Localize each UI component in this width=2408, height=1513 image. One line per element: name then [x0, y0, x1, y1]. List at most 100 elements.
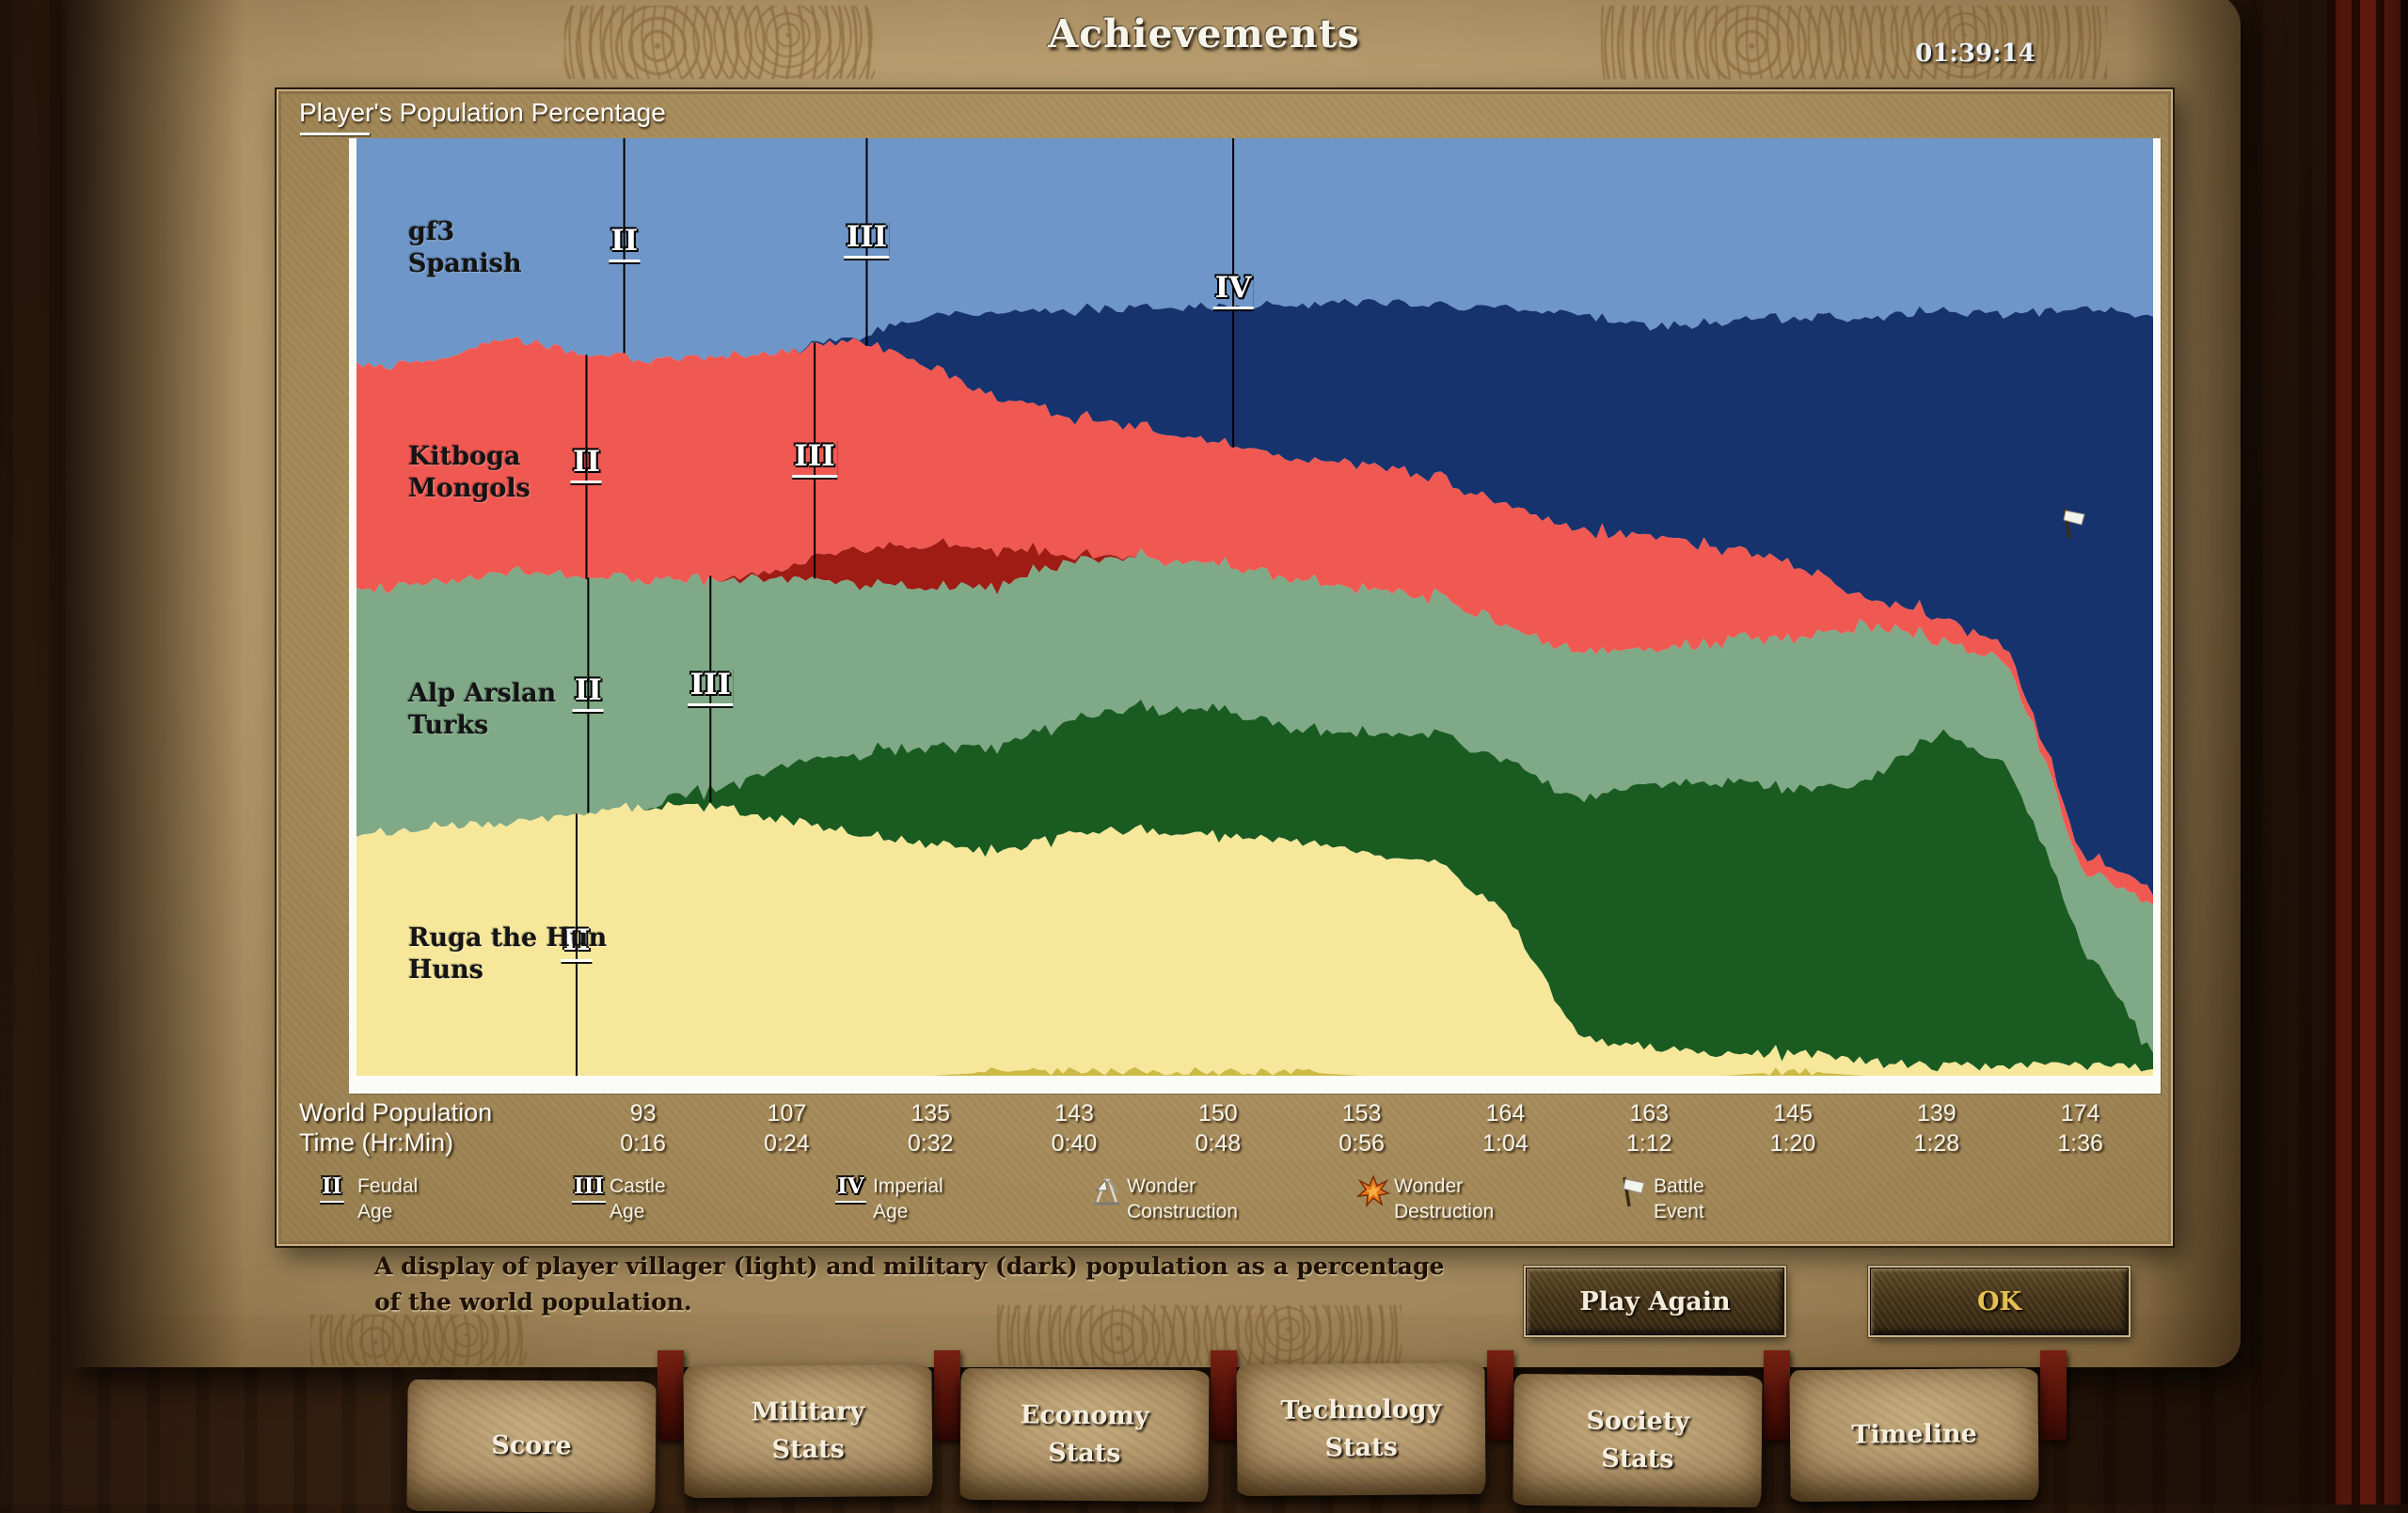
- legend-label: Battle Event: [1654, 1175, 1704, 1222]
- player-name: Alp Arslan: [408, 679, 557, 709]
- chart-frame: II III IV II III II III II gf3 Spanish Kitboga Mong…: [349, 138, 2161, 1094]
- area-gf3-villagers-spanish-: [356, 138, 2153, 370]
- age-marker-ii: II: [561, 922, 593, 962]
- tick-time: 0:24: [764, 1130, 810, 1157]
- player-civ: Huns: [408, 954, 483, 985]
- legend-item-wonder-construction: Wonder Construction: [1089, 1174, 1238, 1224]
- legend-item-feudal-age: II Feudal Age: [320, 1174, 418, 1224]
- chart-title-hotkey-underline: [300, 133, 370, 135]
- age-marker-numeral: II: [561, 922, 593, 962]
- tick-world-population: 164: [1485, 1100, 1526, 1127]
- scroll-left-curl: [66, 0, 245, 1367]
- axis-world-population-values: 93 107 135 143 150 153 164 163 145 139 174: [356, 1100, 2154, 1128]
- legend-item-imperial-age: IV Imperial Age: [835, 1174, 943, 1224]
- tab-society-stats[interactable]: Society Stats: [1513, 1373, 1763, 1508]
- game-timer: 01:39:14: [1915, 39, 2036, 68]
- tick-world-population: 153: [1341, 1100, 1382, 1127]
- chart-title: Player's Population Percentage: [299, 98, 666, 127]
- age-ii-icon: II: [320, 1174, 344, 1203]
- age-marker-numeral: III: [844, 220, 890, 260]
- tab-label: Stats: [1324, 1432, 1398, 1463]
- player-name: Ruga the Hun: [408, 922, 608, 953]
- tick-world-population: 163: [1629, 1100, 1670, 1127]
- window-title: Achievements: [1048, 11, 1360, 56]
- tick-world-population: 174: [2060, 1100, 2100, 1127]
- player-name: gf3: [408, 216, 455, 246]
- ribbon-decoration: [657, 1350, 684, 1441]
- stacked-area-svg: [356, 138, 2153, 1076]
- legend-item-wonder-destruction: Wonder Destruction: [1355, 1174, 1495, 1224]
- battle-event-icon: [2056, 507, 2088, 539]
- tick-time: 1:20: [1769, 1130, 1816, 1157]
- area-ruga-the-hun-military-huns-: [356, 1066, 2153, 1076]
- tick-world-population: 150: [1197, 1100, 1238, 1127]
- tick-world-population: 107: [767, 1100, 807, 1127]
- age-iv-icon: IV: [835, 1174, 866, 1203]
- age-marker-iv: IV: [1212, 271, 1254, 310]
- battle-event-icon: [1616, 1175, 1654, 1212]
- ribbon-decoration: [2040, 1350, 2067, 1441]
- ribbon-decoration: [1211, 1350, 1237, 1441]
- player-label-ruga-the-hun: Ruga the Hun Huns: [408, 922, 607, 986]
- legend-label: Wonder Construction: [1127, 1175, 1238, 1222]
- ok-button[interactable]: OK: [1870, 1268, 2129, 1335]
- age-marker-iii: III: [688, 667, 734, 706]
- tab-label: Society: [1586, 1406, 1690, 1437]
- play-again-button[interactable]: Play Again: [1526, 1268, 1784, 1335]
- tick-time: 0:48: [1195, 1130, 1242, 1157]
- ribbon-decoration: [934, 1350, 960, 1441]
- tab-label: Military: [751, 1396, 865, 1427]
- tab-score[interactable]: Score: [406, 1379, 657, 1513]
- age-marker-numeral: II: [609, 224, 641, 263]
- age-marker-ii: II: [572, 673, 604, 713]
- population-percentage-chart: II III IV II III II III II gf3 Spanish Kitboga Mong…: [356, 138, 2153, 1076]
- player-civ: Spanish: [408, 248, 522, 278]
- axis-time-values: 0:16 0:24 0:32 0:40 0:48 0:56 1:04 1:12 1:20 1:28…: [356, 1130, 2154, 1158]
- tab-label: Score: [491, 1430, 572, 1461]
- area-kitboga-villagers-mongols-: [356, 336, 2153, 905]
- area-ruga-the-hun-villagers-huns-: [356, 801, 2153, 1076]
- tick-world-population: 93: [629, 1100, 657, 1127]
- tick-world-population: 145: [1773, 1100, 1813, 1127]
- tick-time: 0:56: [1339, 1130, 1385, 1157]
- age-marker-numeral: IV: [1212, 271, 1254, 310]
- axis-label-time: Time (Hr:Min): [299, 1128, 453, 1157]
- legend-label: Castle Age: [610, 1175, 666, 1222]
- tab-timeline[interactable]: Timeline: [1789, 1367, 2039, 1503]
- tab-label: Technology: [1280, 1395, 1442, 1426]
- tab-label: Timeline: [1851, 1419, 1977, 1450]
- tick-time: 1:12: [1625, 1130, 1672, 1157]
- legend-item-battle-event: Battle Event: [1616, 1174, 1704, 1224]
- player-label-kitboga: Kitboga Mongols: [408, 441, 531, 505]
- legend-label: Feudal Age: [357, 1175, 419, 1222]
- tick-world-population: 139: [1916, 1100, 1956, 1127]
- axis-label-world-population: World Population: [299, 1098, 493, 1127]
- wonder-destruction-icon: [1355, 1174, 1394, 1212]
- age-marker-numeral: III: [792, 439, 837, 479]
- player-civ: Mongols: [408, 473, 531, 503]
- tick-time: 0:40: [1051, 1130, 1098, 1157]
- area-gf3-military-spanish-: [356, 298, 2153, 896]
- tick-time: 1:28: [1913, 1130, 1960, 1157]
- tab-label: Stats: [1601, 1443, 1674, 1474]
- area-alp-arslan-military-turks-: [356, 699, 2153, 1072]
- tick-time: 1:36: [2057, 1130, 2103, 1157]
- tab-military-stats[interactable]: Military Stats: [683, 1363, 933, 1499]
- player-label-gf3: gf3 Spanish: [408, 216, 522, 280]
- tab-economy-stats[interactable]: Economy Stats: [959, 1367, 1210, 1503]
- ribbon-decoration: [1764, 1350, 1790, 1441]
- age-marker-numeral: II: [572, 673, 604, 713]
- legend-label: Imperial Age: [873, 1175, 943, 1222]
- tab-technology-stats[interactable]: Technology Stats: [1236, 1362, 1486, 1497]
- area-alp-arslan-villagers-turks-: [356, 548, 2153, 1053]
- tab-label: Stats: [771, 1434, 845, 1465]
- age-marker-ii: II: [570, 445, 602, 484]
- legend-label: Wonder Destruction: [1394, 1175, 1495, 1222]
- age-marker-iii: III: [844, 220, 890, 260]
- age-marker-numeral: III: [688, 667, 734, 706]
- tick-world-population: 143: [1054, 1100, 1094, 1127]
- wonder-construction-icon: [1089, 1175, 1127, 1212]
- tick-time: 0:32: [907, 1130, 954, 1157]
- legend-item-castle-age: III Castle Age: [572, 1174, 666, 1224]
- age-marker-iii: III: [792, 439, 837, 479]
